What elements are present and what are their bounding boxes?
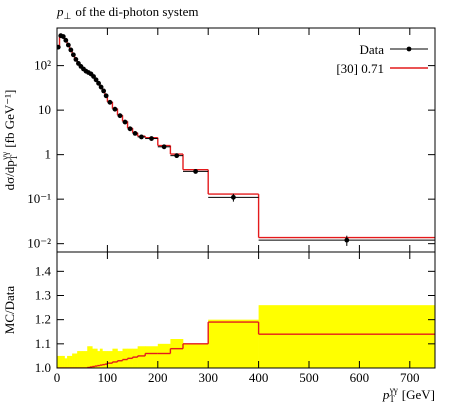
y-tick-label: 1.1 xyxy=(35,336,51,351)
data-point xyxy=(63,37,69,43)
ratio-y-label: MC/Data xyxy=(2,286,17,335)
data-point xyxy=(149,136,154,141)
x-tick-label: 400 xyxy=(249,370,269,385)
uncertainty-band xyxy=(122,348,128,368)
y-tick-label: 1.3 xyxy=(35,288,51,303)
plot-frame xyxy=(56,251,436,369)
uncertainty-band xyxy=(84,351,88,368)
y-tick-label: 10² xyxy=(34,58,51,73)
plot-area xyxy=(57,305,435,368)
data-point xyxy=(70,52,76,58)
chart-title: p⊥ of the di-photon system xyxy=(56,4,198,21)
data-point xyxy=(101,88,107,94)
uncertainty-band xyxy=(99,348,103,368)
uncertainty-band xyxy=(107,351,113,368)
data-point xyxy=(73,56,79,62)
data-point xyxy=(231,194,236,200)
x-tick-label: 300 xyxy=(198,370,218,385)
uncertainty-band xyxy=(74,353,78,368)
title-symbol: p xyxy=(56,4,64,19)
y-label-main: dσ/dp xyxy=(2,160,17,190)
uncertainty-band xyxy=(97,351,101,368)
data-point xyxy=(98,84,104,90)
y-label-unit: [fb GeV⁻¹] xyxy=(2,90,17,148)
y-tick-label: 10⁻² xyxy=(27,236,51,251)
uncertainty-band xyxy=(89,346,93,368)
data-point xyxy=(68,47,74,53)
x-label-unit: [GeV] xyxy=(402,387,435,402)
data-point xyxy=(139,134,144,140)
x-tick-label: 500 xyxy=(299,370,319,385)
uncertainty-band xyxy=(92,348,96,368)
uncertainty-band xyxy=(79,351,83,368)
title-text: of the di-photon system xyxy=(75,4,198,19)
data-point xyxy=(161,144,167,150)
data-point xyxy=(60,34,66,39)
data-point xyxy=(117,113,123,119)
uncertainty-band xyxy=(77,351,80,368)
data-point xyxy=(127,126,133,132)
y-tick-label: 1 xyxy=(45,147,52,162)
data-point xyxy=(193,169,199,174)
uncertainty-band xyxy=(104,351,108,368)
uncertainty-band xyxy=(145,346,159,368)
legend-label: Data xyxy=(359,42,384,57)
data-point xyxy=(132,131,138,136)
uncertainty-band xyxy=(87,346,91,368)
uncertainty-band xyxy=(170,339,184,368)
y-tick-label: 1.2 xyxy=(35,312,51,327)
uncertainty-band xyxy=(82,351,86,368)
data-point xyxy=(57,44,61,50)
data-point xyxy=(107,99,113,105)
y-tick-label: 1.4 xyxy=(35,263,52,278)
plot-area xyxy=(57,33,435,246)
uncertainty-band xyxy=(102,351,106,368)
data-point xyxy=(96,80,101,86)
uncertainty-band xyxy=(62,355,65,368)
legend-label: [30] 0.71 xyxy=(336,61,384,76)
data-point xyxy=(93,77,99,83)
x-label-main: p xyxy=(382,387,390,402)
uncertainty-band xyxy=(208,319,259,368)
uncertainty-band xyxy=(117,351,123,368)
uncertainty-band xyxy=(157,343,171,368)
data-point xyxy=(65,42,71,48)
x-tick-label: 0 xyxy=(54,370,61,385)
data-point xyxy=(103,93,109,99)
uncertainty-band xyxy=(94,348,98,368)
y-label-sub: T xyxy=(9,154,19,160)
x-tick-label: 200 xyxy=(148,370,168,385)
title-sub: ⊥ xyxy=(64,11,72,21)
x-tick-label: 100 xyxy=(98,370,118,385)
y-axis-label: dσ/dpTγγ [fb GeV⁻¹] xyxy=(0,90,19,191)
x-label-sup: γγ xyxy=(389,385,398,395)
uncertainty-band xyxy=(67,355,70,368)
uncertainty-band xyxy=(57,355,60,368)
legend-marker xyxy=(406,46,412,52)
data-point xyxy=(174,153,180,159)
x-label-sub: T xyxy=(389,394,395,404)
uncertainty-band xyxy=(258,305,435,368)
y-tick-label: 1.0 xyxy=(35,360,51,375)
uncertainty-band xyxy=(59,355,63,368)
y-tick-label: 10⁻¹ xyxy=(27,191,51,206)
data-point xyxy=(91,74,96,79)
x-axis-label: pTγγ [GeV] xyxy=(382,385,435,404)
uncertainty-band xyxy=(183,343,209,368)
x-tick-label: 600 xyxy=(350,370,370,385)
data-point xyxy=(344,237,350,243)
uncertainty-band xyxy=(64,358,68,368)
uncertainty-band xyxy=(137,346,146,368)
uncertainty-band xyxy=(72,353,75,368)
uncertainty-band xyxy=(69,355,73,368)
uncertainty-band xyxy=(112,348,118,368)
y-tick-label: 10 xyxy=(38,102,51,117)
data-point xyxy=(122,119,128,125)
data-point xyxy=(112,106,118,112)
x-tick-label: 700 xyxy=(400,370,420,385)
uncertainty-band xyxy=(132,348,138,368)
y-label-sup: γγ xyxy=(0,152,10,161)
